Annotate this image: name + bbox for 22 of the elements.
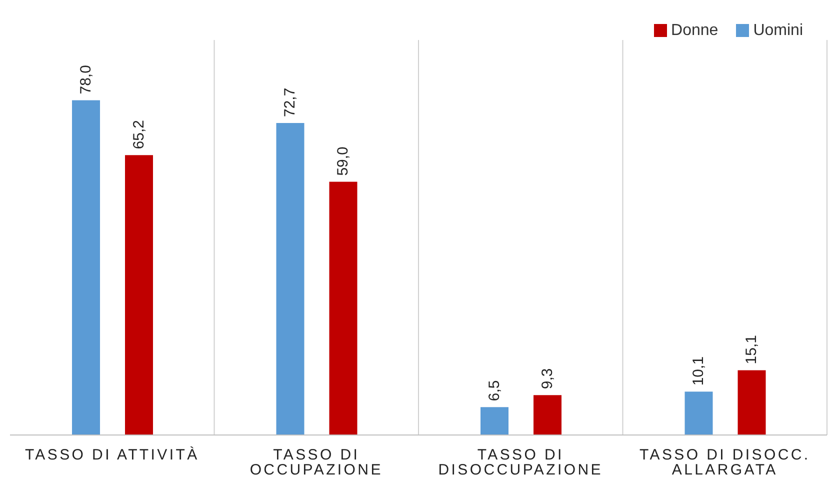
data-label: 59,0 [334, 146, 352, 176]
data-label: 72,7 [282, 88, 299, 117]
x-tick-label: TASSO DI ATTIVITÀ [24, 446, 200, 464]
bar [72, 100, 100, 435]
x-tick-label: TASSO DI DISOCC. ALLARGATA [639, 446, 810, 479]
data-label: 15,1 [743, 334, 760, 364]
bar [480, 407, 508, 435]
x-tick-label: TASSO DI DISOCCUPAZIONE [438, 446, 603, 479]
data-label: 78,0 [78, 65, 94, 94]
data-label: 9,3 [539, 368, 556, 390]
bar [329, 182, 358, 435]
bar [125, 155, 153, 435]
legend-label: Uomini [753, 22, 803, 39]
data-label: 10,1 [690, 356, 708, 386]
bar [684, 392, 713, 435]
bar [738, 370, 766, 435]
legend-label: Donne [671, 22, 718, 39]
x-tick-label: TASSO DI OCCUPAZIONE [250, 446, 383, 479]
bar [276, 123, 304, 435]
data-label: 6,5 [486, 380, 503, 402]
data-label: 65,2 [130, 120, 148, 150]
bar [534, 395, 562, 435]
